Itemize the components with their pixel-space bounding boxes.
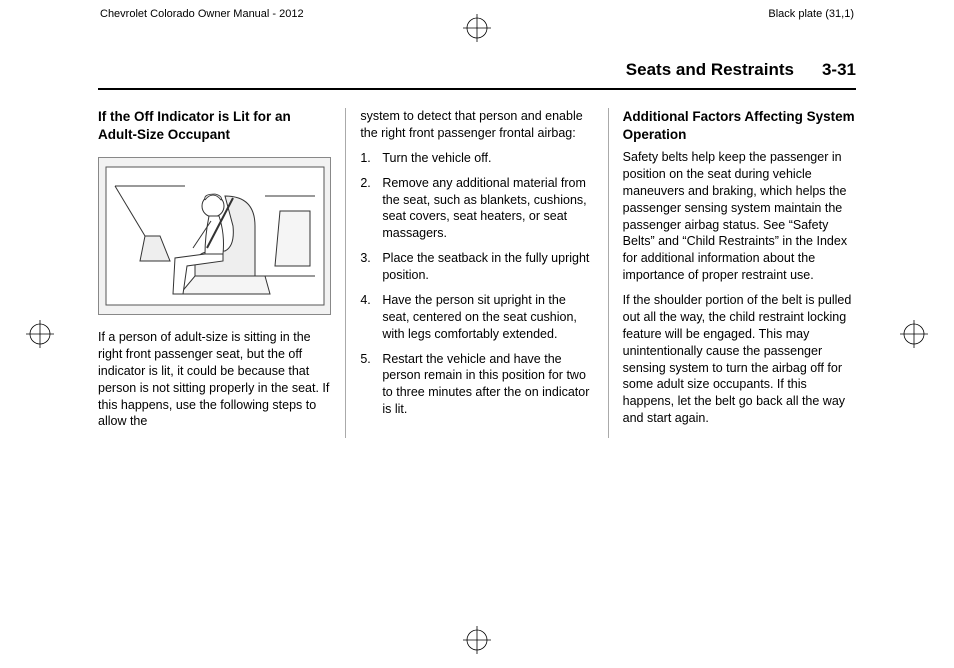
page-number: 3-31: [822, 60, 856, 80]
step-item: Turn the vehicle off.: [360, 150, 593, 167]
col3-para1: Safety belts help keep the passenger in …: [623, 149, 856, 284]
step-item: Remove any additional material from the …: [360, 175, 593, 243]
column-divider-1: [345, 108, 346, 438]
crop-mark-right: [900, 320, 928, 348]
step-item: Restart the vehicle and have the person …: [360, 351, 593, 419]
column-2: system to detect that person and enable …: [348, 108, 605, 438]
column-1: If the Off Indicator is Lit for an Adult…: [98, 108, 343, 438]
content-columns: If the Off Indicator is Lit for an Adult…: [98, 108, 856, 438]
col2-intro: system to detect that person and enable …: [360, 108, 593, 142]
col1-heading: If the Off Indicator is Lit for an Adult…: [98, 108, 331, 143]
chapter-title: Seats and Restraints: [626, 60, 794, 80]
steps-list: Turn the vehicle off. Remove any additio…: [360, 150, 593, 418]
header-left: Chevrolet Colorado Owner Manual - 2012: [100, 8, 304, 20]
crop-mark-top: [463, 14, 491, 42]
col1-para1: If a person of adult-size is sitting in …: [98, 329, 331, 430]
col3-para2: If the shoulder portion of the belt is p…: [623, 292, 856, 427]
step-item: Have the person sit upright in the seat,…: [360, 292, 593, 343]
crop-mark-left: [26, 320, 54, 348]
col3-heading: Additional Factors Affecting System Oper…: [623, 108, 856, 143]
occupant-illustration: [98, 157, 331, 315]
page-content: Seats and Restraints 3-31 If the Off Ind…: [98, 60, 856, 628]
chapter-header: Seats and Restraints 3-31: [98, 60, 856, 90]
column-3: Additional Factors Affecting System Oper…: [611, 108, 856, 438]
step-item: Place the seatback in the fully upright …: [360, 250, 593, 284]
header-right: Black plate (31,1): [768, 8, 854, 20]
crop-mark-bottom: [463, 626, 491, 654]
column-divider-2: [608, 108, 609, 438]
